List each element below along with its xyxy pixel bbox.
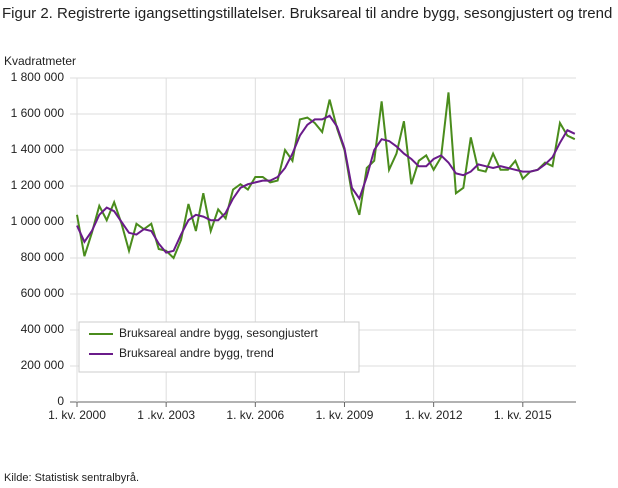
y-tick-label: 1 800 000 [11,70,65,84]
x-tick-label: 1. kv. 2006 [226,408,284,422]
y-tick-label: 1 200 000 [11,178,65,192]
y-tick-label: 0 [57,394,64,408]
y-tick-label: 1 600 000 [11,106,65,120]
x-tick-label: 1. kv. 2015 [494,408,552,422]
x-tick-label: 1. kv. 2000 [48,408,106,422]
chart-title: Figur 2. Registrerte igangsettingstillat… [2,5,613,22]
y-tick-label: 200 000 [21,358,65,372]
source: Kilde: Statistisk sentralbyrå. [4,472,139,484]
y-tick-label: 400 000 [21,322,65,336]
legend-box [78,321,360,373]
y-tick-label: 600 000 [21,286,65,300]
legend-label: Bruksareal andre bygg, sesongjustert [119,326,318,340]
data-line [76,92,576,260]
y-tick-label: 800 000 [21,250,65,264]
y-tick-label: 1 400 000 [11,142,65,156]
x-tick-label: 1 .kv. 2003 [137,408,195,422]
x-tick-label: 1. kv. 2009 [316,408,374,422]
y-axis-label: Kvadratmeter [4,54,76,68]
legend-label: Bruksareal andre bygg, trend [119,346,274,360]
x-tick-label: 1. kv. 2012 [405,408,463,422]
data-line [76,114,576,254]
y-tick-label: 1 000 000 [11,214,65,228]
